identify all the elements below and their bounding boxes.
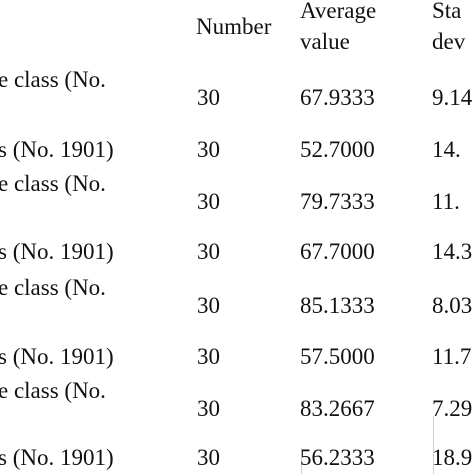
header-std-line1: Sta: [432, 0, 462, 23]
row-5-average: 85.1333: [300, 293, 375, 318]
row-8-average: 56.2333: [300, 445, 375, 470]
row-6-average: 57.5000: [300, 344, 375, 369]
row-4-average: 67.7000: [300, 239, 375, 264]
row-4-label: s (No. 1901): [0, 239, 114, 264]
row-1-average: 67.9333: [300, 85, 375, 110]
header-number: Number: [196, 14, 272, 39]
row-4-std: 14.3: [432, 239, 473, 264]
header-average-line1: Average: [300, 0, 377, 23]
row-1-label: e class (No.: [0, 67, 106, 92]
row-2-std: 14.: [432, 137, 461, 162]
row-6-std: 11.7: [432, 344, 472, 369]
row-5-number: 30: [197, 293, 220, 318]
row-7-number: 30: [197, 396, 220, 421]
column-divider-middle: [301, 448, 302, 474]
row-7-label: e class (No.: [0, 378, 106, 403]
row-6-label: s (No. 1901): [0, 344, 114, 369]
row-3-std: 11.: [432, 189, 460, 214]
row-3-label: e class (No.: [0, 171, 106, 196]
row-2-number: 30: [197, 137, 220, 162]
row-8-std: 18.9: [432, 445, 473, 470]
row-2-label: s (No. 1901): [0, 137, 114, 162]
row-3-number: 30: [197, 189, 220, 214]
header-std-line2: dev: [432, 29, 466, 54]
row-7-std: 7.29: [432, 396, 473, 421]
row-1-number: 30: [197, 85, 220, 110]
row-5-std: 8.03: [432, 293, 473, 318]
row-7-average: 83.2667: [300, 396, 375, 421]
row-2-average: 52.7000: [300, 137, 375, 162]
row-4-number: 30: [197, 239, 220, 264]
row-3-average: 79.7333: [300, 189, 375, 214]
row-8-number: 30: [197, 445, 220, 470]
row-6-number: 30: [197, 344, 220, 369]
header-average-line2: value: [300, 29, 350, 54]
row-1-std: 9.14: [432, 85, 473, 110]
row-5-label: e class (No.: [0, 275, 106, 300]
row-8-label: s (No. 1901): [0, 445, 114, 470]
column-divider-right: [433, 416, 434, 474]
